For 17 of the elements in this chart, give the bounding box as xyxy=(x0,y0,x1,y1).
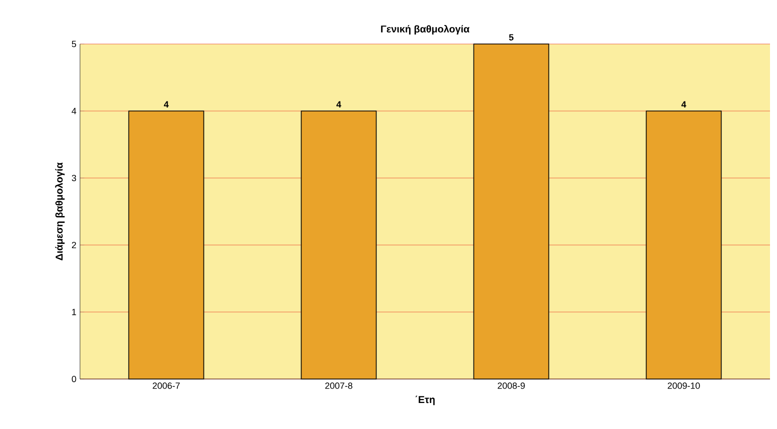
data-label: 4 xyxy=(681,101,686,108)
data-label: 5 xyxy=(509,34,514,40)
y-axis-title: Διάμεση βαθμολογία xyxy=(55,162,65,260)
y-tick-label: 2 xyxy=(72,242,76,248)
data-label: 4 xyxy=(336,101,342,108)
data-label: 4 xyxy=(164,101,169,108)
x-tick-label: 2007-8 xyxy=(325,382,352,389)
x-axis-title: ΄Ετη xyxy=(416,396,435,406)
y-tick-label: 0 xyxy=(72,376,76,382)
chart-title: Γενική βαθμολογία xyxy=(381,24,470,34)
y-tick-label: 3 xyxy=(72,174,76,182)
x-tick-label: 2006-7 xyxy=(152,382,180,389)
x-tick-label: 2008-9 xyxy=(498,382,525,389)
y-tick-label: 4 xyxy=(72,108,76,114)
y-tick-label: 1 xyxy=(72,308,76,316)
y-tick-label: 5 xyxy=(72,40,76,48)
x-tick-label: 2009-10 xyxy=(668,382,700,389)
